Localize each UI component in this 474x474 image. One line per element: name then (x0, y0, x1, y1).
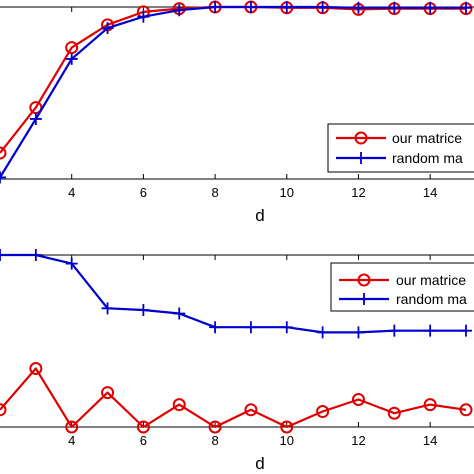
bottom-plot-legend: our matrice random ma (330, 262, 474, 312)
data-point (101, 386, 115, 400)
legend-marker-our-matrice (354, 131, 368, 145)
legend-label-our-matrice: our matrice (396, 272, 466, 288)
x-tick-label: 8 (211, 185, 218, 200)
bottom-plot-series (0, 249, 473, 434)
legend-marker-random-ma (358, 293, 370, 305)
top-plot: 4 6 8 10 12 14 d our matrice random ma (0, 0, 474, 225)
bottom-plot: 4 6 8 10 12 14 d our matrice random ma (0, 249, 474, 473)
data-point (244, 321, 257, 334)
data-point (137, 304, 150, 317)
data-point (352, 1, 365, 14)
data-point (352, 326, 365, 339)
x-tick-label: 4 (68, 185, 75, 200)
data-point (65, 420, 79, 434)
x-tick-label: 8 (211, 433, 218, 448)
data-point (65, 257, 78, 270)
data-point (0, 146, 7, 160)
data-point (424, 324, 437, 337)
data-point (65, 52, 78, 65)
legend-marker-random-ma (355, 152, 367, 164)
data-point (316, 405, 330, 419)
x-tick-label: 12 (351, 185, 365, 200)
x-tick-label: 6 (140, 433, 147, 448)
legend-label-random-ma: random ma (396, 291, 467, 307)
data-point (351, 392, 365, 406)
data-point (173, 4, 186, 17)
legend-box (327, 123, 474, 173)
data-point (388, 1, 401, 14)
data-point (29, 249, 42, 261)
data-point (316, 1, 329, 13)
data-point (29, 112, 42, 125)
x-tick-label: 14 (423, 433, 437, 448)
data-point (136, 420, 150, 434)
legend-box (330, 262, 474, 312)
bottom-plot-ticks: 4 6 8 10 12 14 (68, 255, 437, 448)
data-point (101, 22, 114, 35)
data-point (388, 324, 401, 337)
data-point (459, 403, 473, 417)
data-point (209, 1, 222, 13)
data-point (244, 1, 257, 13)
data-point (208, 420, 222, 434)
data-point (280, 420, 294, 434)
data-point (172, 398, 186, 412)
legend-label-random-ma: random ma (392, 150, 463, 166)
data-point (101, 302, 114, 315)
top-plot-legend: our matrice random ma (327, 123, 474, 173)
data-point (244, 403, 258, 417)
data-point (0, 403, 7, 417)
top-plot-xlabel: d (255, 206, 264, 225)
data-point (424, 1, 437, 14)
x-tick-label: 4 (68, 433, 75, 448)
x-tick-label: 6 (140, 185, 147, 200)
legend-label-our-matrice: our matrice (392, 130, 462, 146)
data-point (0, 249, 6, 261)
data-point (460, 1, 472, 14)
x-tick-label: 12 (351, 433, 365, 448)
data-point (316, 326, 329, 339)
data-point (137, 10, 150, 23)
data-point (209, 321, 222, 334)
data-point (0, 171, 6, 184)
x-tick-label: 10 (280, 433, 294, 448)
top-plot-series (0, 0, 473, 184)
x-tick-label: 14 (423, 185, 437, 200)
bottom-plot-xlabel: d (255, 454, 264, 473)
data-point (280, 321, 293, 334)
data-point (387, 406, 401, 420)
data-point (280, 1, 293, 13)
data-point (29, 362, 43, 376)
data-point (173, 307, 186, 320)
data-point (423, 398, 437, 412)
x-tick-label: 10 (280, 185, 294, 200)
data-point (460, 324, 472, 337)
legend-marker-our-matrice (357, 273, 371, 287)
